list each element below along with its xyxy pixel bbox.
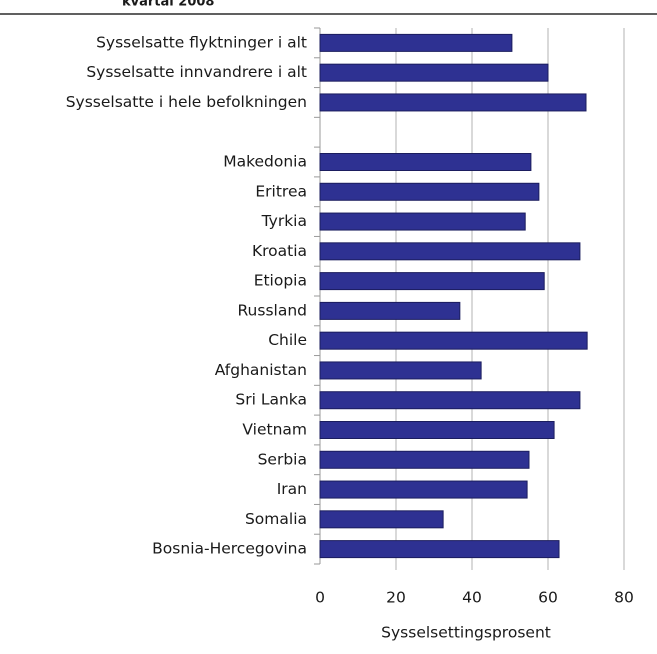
y-tick-label: Afghanistan: [215, 361, 307, 379]
y-tick-label: Iran: [277, 480, 307, 498]
y-tick-label: Somalia: [245, 510, 307, 528]
x-tick-label: 40: [462, 589, 482, 607]
y-tick-label: Kroatia: [252, 242, 307, 260]
y-tick-label: Serbia: [258, 450, 307, 468]
y-tick-label: Chile: [268, 331, 307, 349]
bar: [319, 212, 526, 231]
x-tick-label: 80: [614, 589, 634, 607]
bar: [319, 93, 587, 112]
y-tick-label: Sysselsatte innvandrere i alt: [86, 63, 307, 81]
bar: [319, 510, 444, 529]
bar: [319, 421, 555, 439]
bar: [319, 63, 549, 82]
bar: [319, 450, 530, 469]
bar: [319, 272, 545, 291]
x-axis-label: Sysselsettingsprosent: [381, 624, 551, 642]
bar: [319, 361, 482, 380]
x-tick-label: 60: [538, 589, 558, 607]
y-tick-label: Makedonia: [223, 153, 307, 171]
bar: [319, 33, 513, 52]
y-tick-label: Bosnia-Hercegovina: [152, 540, 307, 558]
x-tick-label: 0: [315, 589, 325, 607]
y-tick-label: Sysselsatte flyktninger i alt: [96, 33, 307, 51]
y-tick-label: Russland: [237, 301, 307, 319]
y-tick-label: Etiopia: [254, 272, 307, 290]
bar: [319, 301, 461, 320]
y-tick-label: Sri Lanka: [235, 391, 307, 409]
bar: [319, 153, 532, 171]
bar: [319, 480, 528, 499]
bar: [319, 540, 560, 559]
y-tick-label: Vietnam: [242, 421, 307, 439]
chart-title: kvartal 2008: [122, 0, 214, 10]
bar: [319, 182, 540, 201]
bar: [319, 242, 581, 261]
bar: [319, 331, 588, 350]
x-tick-label: 20: [386, 589, 406, 607]
y-tick-label: Eritrea: [255, 182, 307, 200]
bar: [319, 391, 581, 410]
y-tick-label: Sysselsatte i hele befolkningen: [66, 93, 307, 111]
y-tick-label: Tyrkia: [261, 212, 307, 230]
